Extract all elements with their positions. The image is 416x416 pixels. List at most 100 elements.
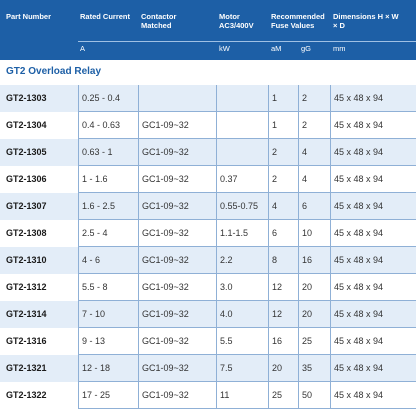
table-cell: 16 [298, 247, 330, 274]
unit: mm [333, 44, 346, 53]
table-cell: 45 x 48 x 94 [330, 112, 416, 139]
table-cell: 3.0 [216, 274, 268, 301]
table-cell: 45 x 48 x 94 [330, 328, 416, 355]
table-cell: 4 - 6 [78, 247, 138, 274]
part-number: GT2-1307 [6, 201, 47, 211]
unit: aM [271, 44, 282, 53]
table-cell: GC1-09~32 [138, 193, 216, 220]
part-number: GT2-1321 [6, 363, 47, 373]
header-cell: Dimensions H × W × D [333, 12, 399, 30]
table-cell: 11 [216, 382, 268, 409]
table-cell: GC1-09~32 [138, 247, 216, 274]
table-row: GT2-1310 4 - 6 GC1-09~32 2.2 8 16 45 x 48 x 94 [0, 247, 416, 274]
table-cell: 16 [268, 328, 298, 355]
table-cell [216, 112, 268, 139]
table-cell: 2.5 - 4 [78, 220, 138, 247]
table-row: GT2-1312 5.5 - 8 GC1-09~32 3.0 12 20 45 x 48 x… [0, 274, 416, 301]
table-row: GT2-1316 9 - 13 GC1-09~32 5.5 16 25 45 x 48 x … [0, 328, 416, 355]
table-cell: 45 x 48 x 94 [330, 382, 416, 409]
table-cell: 45 x 48 x 94 [330, 355, 416, 382]
table-cell: GC1-09~32 [138, 220, 216, 247]
table-cell: 0.63 - 1 [78, 139, 138, 166]
table-row: GT2-1314 7 - 10 GC1-09~32 4.0 12 20 45 x 48 x … [0, 301, 416, 328]
table-cell: 2 [298, 85, 330, 112]
unit: A [80, 44, 86, 53]
table-cell: 17 - 25 [78, 382, 138, 409]
table-cell: 12 - 18 [78, 355, 138, 382]
table-cell: 4 [298, 139, 330, 166]
table-cell: 5.5 [216, 328, 268, 355]
header-cell: Contactor Matched [141, 12, 177, 30]
header-cell: Part Number [6, 12, 52, 21]
table-cell: 1 [268, 85, 298, 112]
part-number: GT2-1312 [6, 282, 47, 292]
part-number: GT2-1303 [6, 93, 47, 103]
table-cell: 2 [268, 139, 298, 166]
table-cell: 25 [268, 382, 298, 409]
table-cell: 2 [298, 112, 330, 139]
table-cell [216, 139, 268, 166]
part-number: GT2-1308 [6, 228, 47, 238]
part-number: GT2-1305 [6, 147, 47, 157]
table-header: Part Number Rated Current Contactor Matc… [0, 0, 416, 60]
table-cell: GC1-09~32 [138, 139, 216, 166]
table-cell: 1.1-1.5 [216, 220, 268, 247]
table-cell: 1 - 1.6 [78, 166, 138, 193]
table-row: GT2-1306 1 - 1.6 GC1-09~32 0.37 2 4 45 x 48 x … [0, 166, 416, 193]
table-cell: 6 [268, 220, 298, 247]
table-cell: 20 [298, 301, 330, 328]
table-cell: 7 - 10 [78, 301, 138, 328]
part-number: GT2-1306 [6, 174, 47, 184]
table-cell: 45 x 48 x 94 [330, 247, 416, 274]
table-cell: 2.2 [216, 247, 268, 274]
table-row: GT2-1307 1.6 - 2.5 GC1-09~32 0.55-0.75 4 6 45 … [0, 193, 416, 220]
table-cell: 45 x 48 x 94 [330, 220, 416, 247]
table-row: GT2-1321 12 - 18 GC1-09~32 7.5 20 35 45 x 48 x… [0, 355, 416, 382]
table-cell: 25 [298, 328, 330, 355]
table-cell: 20 [268, 355, 298, 382]
table-cell: 0.25 - 0.4 [78, 85, 138, 112]
table-cell: 10 [298, 220, 330, 247]
table-cell: GC1-09~32 [138, 382, 216, 409]
part-number: GT2-1304 [6, 120, 47, 130]
table-cell: 12 [268, 301, 298, 328]
unit: gG [301, 44, 312, 53]
table-cell: GC1-09~32 [138, 166, 216, 193]
table-cell: 45 x 48 x 94 [330, 85, 416, 112]
table-cell: 45 x 48 x 94 [330, 139, 416, 166]
table-row: GT2-1308 2.5 - 4 GC1-09~32 1.1-1.5 6 10 45 x 4… [0, 220, 416, 247]
part-number: GT2-1314 [6, 309, 47, 319]
table-cell: 5.5 - 8 [78, 274, 138, 301]
table-cell: 20 [298, 274, 330, 301]
table-cell [138, 85, 216, 112]
table-row: GT2-1322 17 - 25 GC1-09~32 11 25 50 45 x 48 x … [0, 382, 416, 409]
table-cell: 4 [298, 166, 330, 193]
table-cell: 45 x 48 x 94 [330, 274, 416, 301]
table-cell: GC1-09~32 [138, 274, 216, 301]
table-cell: 0.55-0.75 [216, 193, 268, 220]
unit: kW [219, 44, 230, 53]
table-cell: 35 [298, 355, 330, 382]
table-cell [216, 85, 268, 112]
table-cell: 45 x 48 x 94 [330, 166, 416, 193]
table-row: GT2-1303 0.25 - 0.4 1 2 45 x 48 x 94 [0, 85, 416, 112]
header-rule [78, 41, 416, 42]
table-cell: 2 [268, 166, 298, 193]
table-cell: 0.37 [216, 166, 268, 193]
part-number: GT2-1322 [6, 390, 47, 400]
section-title: GT2 Overload Relay [6, 66, 102, 77]
table-cell: 45 x 48 x 94 [330, 301, 416, 328]
table-cell: GC1-09~32 [138, 355, 216, 382]
table-cell: 1.6 - 2.5 [78, 193, 138, 220]
header-cell: Recommended Fuse Values [271, 12, 325, 30]
part-number: GT2-1310 [6, 255, 47, 265]
part-number: GT2-1316 [6, 336, 47, 346]
table-cell: 12 [268, 274, 298, 301]
table-cell: 45 x 48 x 94 [330, 193, 416, 220]
table-cell: GC1-09~32 [138, 301, 216, 328]
header-cell: Motor AC3/400V [219, 12, 254, 30]
table-cell: 8 [268, 247, 298, 274]
table-cell: 1 [268, 112, 298, 139]
table-cell: 9 - 13 [78, 328, 138, 355]
